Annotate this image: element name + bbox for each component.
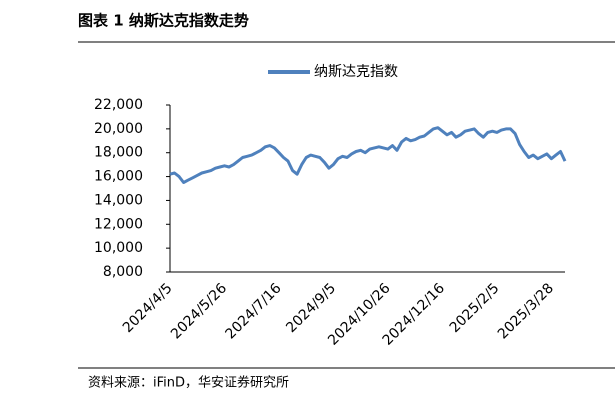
y-tick-label: 18,000 xyxy=(94,145,143,161)
x-tick-label: 2024/5/26 xyxy=(168,280,230,342)
y-tick-label: 16,000 xyxy=(94,169,143,185)
x-tick-label: 2025/2/5 xyxy=(447,280,503,336)
line-series xyxy=(169,126,567,184)
x-tick-label: 2024/7/16 xyxy=(223,280,285,342)
source: 资料来源：iFinD，华安证券研究所 xyxy=(88,375,289,391)
y-tick-label: 10,000 xyxy=(94,240,143,256)
y-tick-label: 22,000 xyxy=(94,97,143,113)
x-tick-label: 2024/4/5 xyxy=(120,280,176,336)
x-tick-label: 2025/3/28 xyxy=(495,280,557,342)
legend-label: 纳斯达克指数 xyxy=(314,64,398,80)
x-tick-label: 2024/9/5 xyxy=(283,280,339,336)
y-tick-label: 8,000 xyxy=(103,264,143,280)
chart-title: 图表 1 纳斯达克指数走势 xyxy=(78,12,249,30)
y-tick-label: 14,000 xyxy=(94,192,143,208)
y-tick-label: 20,000 xyxy=(94,121,143,137)
y-tick-label: 12,000 xyxy=(94,216,143,232)
